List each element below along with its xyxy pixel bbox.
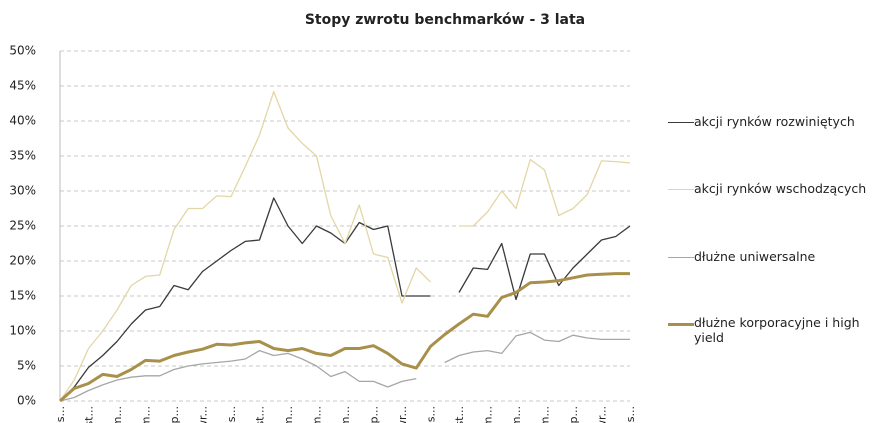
series-line bbox=[59, 331, 630, 402]
x-tick-label: lip... bbox=[368, 406, 381, 423]
legend-item: akcji rynków rozwiniętych bbox=[668, 114, 886, 129]
legend-label: dłużne korporacyjne i high yield bbox=[694, 315, 860, 345]
y-tick-label: 15% bbox=[9, 289, 36, 303]
x-tick-label: m... bbox=[311, 406, 324, 423]
legend-item: akcji rynków wschodzących bbox=[668, 181, 886, 196]
x-tick-label: lip... bbox=[168, 406, 181, 423]
y-tick-label: 35% bbox=[9, 149, 36, 163]
legend-item: dłużne uniwersalne bbox=[668, 249, 886, 264]
x-tick-label: lis... bbox=[425, 406, 438, 423]
legend-swatch bbox=[668, 122, 694, 123]
y-tick-label: 25% bbox=[9, 219, 36, 233]
y-tick-label: 20% bbox=[9, 254, 36, 268]
legend: akcji rynków rozwiniętych akcji rynków ws… bbox=[668, 0, 886, 423]
y-tick-label: 30% bbox=[9, 184, 36, 198]
x-tick-label: lis... bbox=[225, 406, 238, 423]
legend-swatch bbox=[668, 257, 694, 258]
y-tick-label: 50% bbox=[9, 44, 36, 58]
series-line bbox=[59, 197, 631, 402]
x-tick-label: m... bbox=[539, 406, 552, 423]
x-tick-label: lip... bbox=[567, 406, 580, 423]
x-tick-label: m... bbox=[111, 406, 124, 423]
legend-label: dłużne uniwersalne bbox=[694, 249, 816, 264]
legend-item: dłużne korporacyjne i high yield bbox=[668, 315, 886, 345]
chart-title: Stopy zwrotu benchmarków - 3 lata bbox=[305, 12, 585, 28]
x-tick-label: m... bbox=[282, 406, 295, 423]
x-tick-label: m... bbox=[140, 406, 153, 423]
series-line bbox=[59, 272, 630, 403]
legend-label: akcji rynków wschodzących bbox=[694, 181, 867, 196]
x-tick-label: wr... bbox=[596, 406, 609, 423]
legend-swatch bbox=[668, 189, 694, 190]
y-tick-label: 0% bbox=[17, 394, 36, 408]
x-tick-label: st... bbox=[453, 406, 466, 423]
x-tick-label: m... bbox=[510, 406, 523, 423]
x-tick-label: wr... bbox=[396, 406, 409, 423]
x-tick-label: lis... bbox=[54, 406, 67, 423]
x-tick-label: m... bbox=[339, 406, 352, 423]
series-line bbox=[59, 90, 631, 402]
x-tick-label: st... bbox=[83, 406, 96, 423]
x-tick-label: m... bbox=[482, 406, 495, 423]
x-tick-label: wr... bbox=[197, 406, 210, 423]
y-tick-label: 5% bbox=[17, 359, 36, 373]
legend-swatch bbox=[668, 323, 694, 326]
y-tick-label: 10% bbox=[9, 324, 36, 338]
x-tick-label: lis... bbox=[624, 406, 637, 423]
x-tick-label: st... bbox=[254, 406, 267, 423]
y-tick-label: 40% bbox=[9, 114, 36, 128]
legend-label: akcji rynków rozwiniętych bbox=[694, 114, 855, 129]
y-tick-label: 45% bbox=[9, 79, 36, 93]
